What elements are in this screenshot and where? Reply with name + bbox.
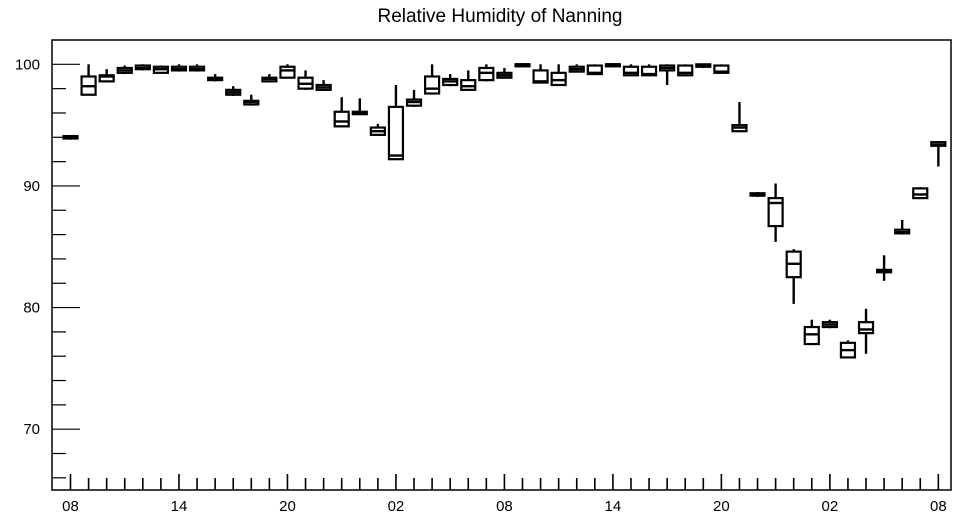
box-15 bbox=[333, 97, 350, 128]
y-tick-label: 80 bbox=[23, 300, 40, 317]
box-1 bbox=[80, 64, 97, 96]
box-body bbox=[460, 79, 477, 91]
box-body bbox=[640, 65, 658, 77]
box-body bbox=[912, 187, 929, 200]
box-body bbox=[532, 69, 549, 84]
box-0 bbox=[62, 134, 79, 140]
box-3 bbox=[116, 65, 133, 75]
x-tick-label: 08 bbox=[496, 498, 513, 515]
box-9 bbox=[225, 86, 242, 96]
box-38 bbox=[749, 192, 766, 197]
box-35 bbox=[695, 63, 712, 68]
box-body bbox=[98, 74, 115, 83]
x-axis: 08 14 20 02 08 14 20 02 08 bbox=[62, 474, 947, 515]
box-27 bbox=[550, 64, 567, 87]
box-19 bbox=[405, 89, 423, 107]
box-10 bbox=[243, 94, 260, 106]
box-41 bbox=[803, 319, 820, 346]
box-body bbox=[803, 325, 820, 346]
box-32 bbox=[640, 64, 658, 77]
x-tick-label: 02 bbox=[388, 498, 405, 515]
box-body bbox=[550, 71, 567, 87]
plot-area-frame bbox=[51, 39, 952, 491]
box-24 bbox=[496, 67, 513, 79]
box-33 bbox=[659, 64, 676, 85]
box-22 bbox=[460, 70, 477, 91]
box-body bbox=[279, 65, 296, 79]
x-tick-label: 14 bbox=[171, 498, 188, 515]
box-body bbox=[713, 64, 730, 74]
box-48 bbox=[930, 141, 947, 167]
box-8 bbox=[207, 74, 224, 82]
box-body bbox=[424, 75, 441, 95]
box-31 bbox=[622, 64, 640, 77]
box-29 bbox=[586, 64, 603, 76]
box-2 bbox=[98, 69, 115, 83]
y-tick-label: 90 bbox=[23, 178, 40, 195]
x-tick-label: 08 bbox=[930, 498, 947, 515]
box-body bbox=[478, 66, 495, 82]
box-42 bbox=[821, 319, 838, 329]
box-46 bbox=[894, 220, 911, 235]
box-17 bbox=[369, 123, 386, 136]
x-tick-label: 20 bbox=[279, 498, 296, 515]
box-6 bbox=[170, 64, 188, 72]
box-body bbox=[586, 64, 603, 76]
box-body bbox=[677, 64, 694, 77]
box-37 bbox=[731, 102, 748, 133]
box-body bbox=[387, 105, 405, 161]
y-axis: 70 80 90 100 bbox=[15, 56, 80, 479]
box-30 bbox=[604, 63, 622, 68]
box-40 bbox=[785, 249, 802, 304]
box-body bbox=[767, 197, 784, 228]
box-47 bbox=[912, 187, 929, 200]
y-tick-label: 100 bbox=[15, 56, 40, 73]
y-tick-label: 70 bbox=[23, 421, 40, 438]
box-5 bbox=[152, 65, 169, 74]
box-14 bbox=[315, 80, 332, 91]
box-11 bbox=[261, 74, 278, 83]
box-series bbox=[62, 63, 947, 359]
box-7 bbox=[188, 64, 206, 72]
box-body bbox=[857, 321, 875, 335]
x-tick-label: 14 bbox=[605, 498, 622, 515]
box-12 bbox=[279, 64, 296, 79]
box-45 bbox=[875, 255, 893, 281]
box-34 bbox=[677, 64, 694, 77]
box-13 bbox=[297, 70, 314, 90]
box-body bbox=[333, 110, 350, 128]
chart-title: Relative Humidity of Nanning bbox=[377, 6, 622, 27]
box-36 bbox=[713, 64, 730, 74]
box-16 bbox=[351, 98, 368, 116]
box-23 bbox=[478, 64, 495, 82]
box-44 bbox=[857, 308, 875, 354]
box-20 bbox=[424, 64, 441, 95]
box-18 bbox=[387, 85, 405, 161]
box-26 bbox=[532, 64, 549, 84]
box-body bbox=[622, 65, 640, 77]
x-tick-label: 20 bbox=[713, 498, 730, 515]
x-tick-label: 08 bbox=[62, 498, 79, 515]
box-21 bbox=[442, 74, 459, 87]
box-25 bbox=[514, 63, 531, 68]
box-43 bbox=[839, 340, 857, 359]
box-28 bbox=[568, 64, 585, 73]
box-4 bbox=[134, 64, 151, 71]
x-tick-label: 02 bbox=[822, 498, 839, 515]
box-39 bbox=[767, 183, 784, 242]
